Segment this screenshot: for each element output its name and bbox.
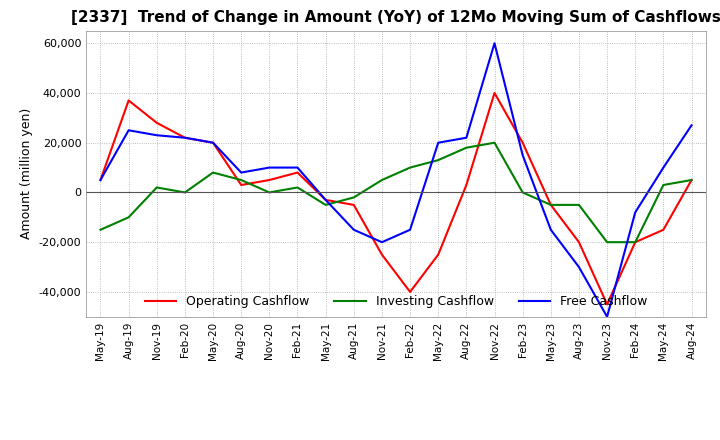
Free Cashflow [603,314,611,319]
Operating Cashflow [377,252,386,257]
Investing Cashflow [434,158,443,163]
Free Cashflow [434,140,443,145]
Line: Investing Cashflow: Investing Cashflow [101,143,691,242]
Free Cashflow [575,264,583,270]
Operating Cashflow [406,289,415,294]
Investing Cashflow [209,170,217,175]
Investing Cashflow [687,177,696,183]
Free Cashflow [153,132,161,138]
Operating Cashflow [575,239,583,245]
Free Cashflow [349,227,358,232]
Operating Cashflow [687,177,696,183]
Investing Cashflow [237,177,246,183]
Y-axis label: Amount (million yen): Amount (million yen) [20,108,33,239]
Free Cashflow [237,170,246,175]
Line: Free Cashflow: Free Cashflow [101,43,691,317]
Operating Cashflow [349,202,358,208]
Operating Cashflow [659,227,667,232]
Investing Cashflow [153,185,161,190]
Investing Cashflow [490,140,499,145]
Investing Cashflow [546,202,555,208]
Free Cashflow [406,227,415,232]
Free Cashflow [209,140,217,145]
Legend: Operating Cashflow, Investing Cashflow, Free Cashflow: Operating Cashflow, Investing Cashflow, … [140,290,652,313]
Investing Cashflow [377,177,386,183]
Operating Cashflow [265,177,274,183]
Operating Cashflow [125,98,133,103]
Free Cashflow [490,40,499,46]
Investing Cashflow [659,182,667,187]
Operating Cashflow [462,182,471,187]
Title: [2337]  Trend of Change in Amount (YoY) of 12Mo Moving Sum of Cashflows: [2337] Trend of Change in Amount (YoY) o… [71,11,720,26]
Operating Cashflow [321,197,330,202]
Operating Cashflow [434,252,443,257]
Free Cashflow [659,165,667,170]
Free Cashflow [377,239,386,245]
Investing Cashflow [603,239,611,245]
Investing Cashflow [125,215,133,220]
Operating Cashflow [490,90,499,95]
Investing Cashflow [321,202,330,208]
Investing Cashflow [96,227,105,232]
Free Cashflow [181,135,189,140]
Investing Cashflow [462,145,471,150]
Free Cashflow [265,165,274,170]
Free Cashflow [462,135,471,140]
Operating Cashflow [237,182,246,187]
Investing Cashflow [631,239,639,245]
Investing Cashflow [265,190,274,195]
Operating Cashflow [181,135,189,140]
Investing Cashflow [575,202,583,208]
Operating Cashflow [631,239,639,245]
Free Cashflow [631,210,639,215]
Investing Cashflow [518,190,527,195]
Line: Operating Cashflow: Operating Cashflow [101,93,691,304]
Operating Cashflow [153,120,161,125]
Operating Cashflow [546,202,555,208]
Investing Cashflow [293,185,302,190]
Operating Cashflow [96,177,105,183]
Free Cashflow [546,227,555,232]
Free Cashflow [687,123,696,128]
Investing Cashflow [406,165,415,170]
Free Cashflow [518,153,527,158]
Operating Cashflow [603,302,611,307]
Operating Cashflow [293,170,302,175]
Operating Cashflow [209,140,217,145]
Investing Cashflow [349,195,358,200]
Free Cashflow [96,177,105,183]
Operating Cashflow [518,140,527,145]
Free Cashflow [125,128,133,133]
Free Cashflow [321,197,330,202]
Free Cashflow [293,165,302,170]
Investing Cashflow [181,190,189,195]
